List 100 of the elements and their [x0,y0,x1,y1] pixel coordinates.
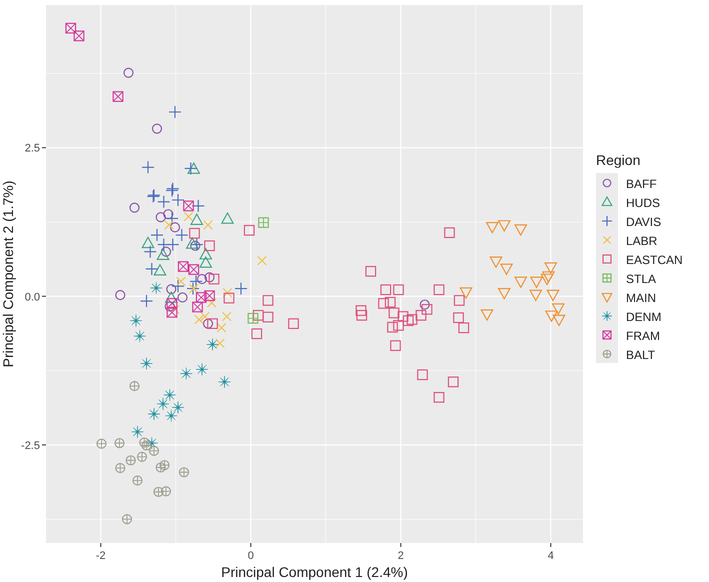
point [160,246,172,257]
point [186,237,198,249]
point [434,392,444,403]
point [126,455,136,466]
point [514,224,527,236]
point [356,305,366,316]
y-axis-title: Principal Component 2 (1.7%) [0,180,16,368]
point [183,200,194,212]
point [244,224,255,236]
point [164,388,176,402]
point [166,298,178,309]
legend-label: DENM [626,310,662,324]
point [131,426,144,438]
point [192,199,205,212]
y-tick-label: -2.5 [21,440,40,452]
point [176,276,186,286]
point [189,274,203,288]
point [248,312,258,324]
point [150,228,164,242]
y-tick-label: 2.5 [24,142,40,155]
legend-label: EASTCAN [626,253,683,267]
point [402,315,414,326]
point [356,310,368,321]
point [380,284,392,296]
point [129,381,140,392]
point [184,212,194,222]
point [192,302,203,312]
legend-label: FRAM [626,329,660,343]
point [134,330,146,342]
point [200,312,210,322]
point [384,296,396,308]
point [434,284,444,296]
point [166,284,176,294]
legend-title: Region [596,152,640,168]
point [141,160,155,174]
point [170,222,180,232]
point [453,312,464,324]
point [160,486,172,496]
point [123,68,134,78]
point [156,212,166,222]
point [166,306,178,318]
point [168,105,182,119]
point [498,288,510,300]
point [190,214,203,225]
point [365,266,376,277]
x-axis-title: Principal Component 1 (2.4%) [221,564,408,580]
point [204,240,215,252]
point [257,256,267,266]
point [139,437,150,448]
x-tick-label: 4 [548,550,554,562]
legend-label: BALT [626,348,656,362]
point [148,408,160,420]
point [141,440,152,451]
x-tick-label: 0 [248,550,254,562]
point [398,311,408,322]
point [171,193,185,207]
point [387,322,398,333]
point [500,264,513,275]
point [546,290,560,302]
point [129,202,140,213]
point [157,195,170,208]
x-tick-label: -2 [96,550,106,562]
point [184,162,198,176]
point [130,314,142,327]
point [140,294,154,308]
point [480,309,494,321]
point [165,212,179,225]
point [262,312,274,322]
point [194,314,204,324]
point [156,248,170,260]
point [448,376,459,388]
point [164,220,174,230]
legend-label: STLA [626,272,656,286]
point [552,303,564,315]
point [258,217,269,228]
point [224,292,234,304]
point [115,290,126,300]
point [221,212,234,224]
point [486,222,498,234]
legend-label: LABR [626,234,658,248]
point [422,304,432,315]
point [203,220,213,230]
point [388,308,400,318]
point [393,284,404,296]
point [172,401,184,414]
point [542,271,555,283]
point [234,282,248,296]
point [490,256,502,268]
point [153,486,164,497]
point [152,124,162,134]
point [166,238,180,252]
point [178,261,189,272]
point [207,318,218,329]
point [458,322,470,334]
point [190,240,200,251]
point [218,376,231,388]
point [416,310,426,321]
point [378,298,389,309]
point [196,274,208,284]
point [206,338,219,351]
